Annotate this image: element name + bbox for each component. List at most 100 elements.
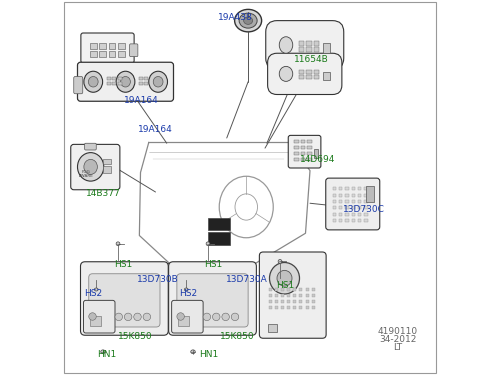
Text: HN1: HN1 (98, 350, 116, 359)
Bar (118, 51, 125, 57)
Ellipse shape (277, 270, 292, 286)
Text: LT: LT (394, 344, 402, 352)
Text: HS1: HS1 (276, 280, 294, 290)
Bar (345, 219, 348, 222)
Text: 11654B: 11654B (294, 56, 329, 64)
Text: 14B377: 14B377 (86, 189, 121, 198)
Bar (275, 306, 278, 309)
Bar (358, 213, 362, 216)
Ellipse shape (88, 76, 98, 87)
Bar (300, 140, 305, 143)
Bar (269, 294, 272, 297)
Bar (314, 47, 319, 52)
Bar (358, 187, 362, 190)
Bar (268, 324, 278, 332)
Bar (208, 218, 230, 229)
FancyBboxPatch shape (84, 143, 96, 150)
Bar (90, 51, 96, 57)
Bar (332, 200, 336, 203)
Ellipse shape (115, 313, 122, 321)
Bar (306, 75, 312, 79)
Bar (299, 41, 304, 46)
Bar (307, 158, 312, 161)
Bar (364, 213, 368, 216)
FancyBboxPatch shape (326, 178, 380, 230)
Bar (352, 200, 355, 203)
Bar (99, 43, 106, 49)
Bar (345, 200, 348, 203)
Ellipse shape (84, 71, 102, 92)
Bar (299, 288, 302, 291)
Bar (352, 219, 355, 222)
Text: 13D730C: 13D730C (343, 206, 385, 214)
Bar (281, 294, 284, 297)
Ellipse shape (177, 313, 184, 320)
Text: HN1: HN1 (198, 350, 218, 359)
Bar (269, 306, 272, 309)
Bar (332, 206, 336, 209)
Bar (208, 232, 230, 244)
Ellipse shape (279, 37, 293, 53)
Bar (345, 213, 348, 216)
Bar (306, 288, 309, 291)
Bar (118, 82, 122, 85)
Ellipse shape (278, 260, 282, 263)
Bar (299, 47, 304, 52)
Bar (307, 152, 312, 155)
Ellipse shape (203, 313, 210, 321)
Ellipse shape (116, 71, 135, 92)
FancyBboxPatch shape (260, 252, 326, 338)
Bar (299, 306, 302, 309)
Bar (339, 194, 342, 196)
Bar (345, 206, 348, 209)
Bar (294, 158, 299, 161)
Bar (352, 213, 355, 216)
Bar (307, 146, 312, 149)
FancyBboxPatch shape (172, 300, 203, 333)
Ellipse shape (191, 350, 195, 354)
Bar (332, 187, 336, 190)
Bar (314, 149, 318, 158)
Bar (323, 44, 330, 53)
Bar (287, 294, 290, 297)
Bar (345, 187, 348, 190)
Text: 34-2012: 34-2012 (380, 335, 417, 344)
Bar (306, 70, 312, 74)
Bar (281, 306, 284, 309)
Bar (300, 146, 305, 149)
FancyBboxPatch shape (288, 135, 321, 168)
Bar (140, 77, 143, 80)
Bar (366, 186, 374, 202)
Ellipse shape (279, 66, 293, 81)
Bar (269, 300, 272, 303)
Bar (299, 75, 304, 79)
Bar (299, 294, 302, 297)
Ellipse shape (244, 17, 252, 24)
Bar (293, 300, 296, 303)
Bar (107, 77, 110, 80)
Bar (314, 70, 319, 74)
Bar (332, 219, 336, 222)
Ellipse shape (89, 313, 96, 320)
Text: 13D730A: 13D730A (226, 275, 268, 284)
Bar (306, 300, 309, 303)
Bar (358, 206, 362, 209)
Bar (293, 288, 296, 291)
FancyBboxPatch shape (177, 274, 248, 327)
Ellipse shape (143, 313, 150, 321)
Bar (281, 300, 284, 303)
Bar (112, 82, 116, 85)
Bar (306, 294, 309, 297)
Text: 19A164: 19A164 (138, 125, 172, 134)
Bar (307, 140, 312, 143)
Bar (144, 77, 148, 80)
FancyBboxPatch shape (168, 262, 256, 335)
Bar (312, 288, 315, 291)
FancyBboxPatch shape (78, 62, 174, 101)
Bar (364, 187, 368, 190)
Bar (312, 294, 315, 297)
Bar (287, 300, 290, 303)
Bar (339, 206, 342, 209)
Bar (352, 206, 355, 209)
Bar (358, 200, 362, 203)
